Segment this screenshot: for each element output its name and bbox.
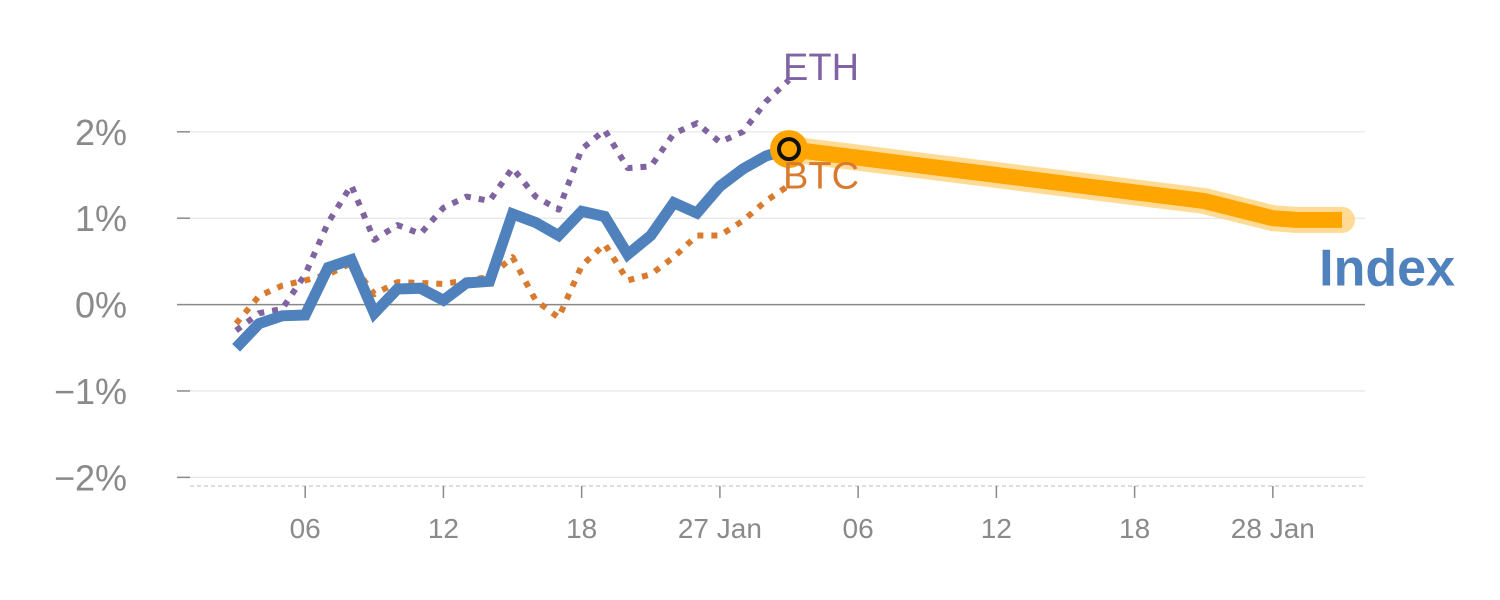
- current-point-outer: [770, 130, 809, 169]
- series-layer: [232, 77, 1355, 352]
- y-tick-label: −1%: [54, 371, 127, 412]
- x-tick-label: 06: [843, 513, 874, 544]
- series-line-eth: [234, 77, 792, 333]
- x-tick-label: 12: [428, 513, 459, 544]
- series-label-btc: BTC: [783, 155, 859, 197]
- series-line-btc: [233, 182, 791, 326]
- x-tick-label: 28 Jan: [1231, 513, 1315, 544]
- current-point-marker: [777, 137, 802, 162]
- y-tick-label: −2%: [54, 457, 127, 498]
- series-line-index: [232, 143, 791, 352]
- x-tick-label: 12: [981, 513, 1012, 544]
- y-tick-label: 0%: [75, 285, 127, 326]
- axis-layer: 2% 1% 0% −1% −2% 06 12 18 27 Jan 06 12 18 28 Jan: [54, 112, 1365, 544]
- label-layer: ETH BTC Index: [783, 47, 1455, 298]
- x-tick-label: 06: [290, 513, 321, 544]
- y-tick-label: 1%: [75, 198, 127, 239]
- x-tick-label: 27 Jan: [678, 513, 762, 544]
- series-label-eth: ETH: [783, 47, 859, 89]
- x-tick-label: 18: [1119, 513, 1150, 544]
- y-tick-label: 2%: [75, 112, 127, 153]
- forecast-line: [788, 141, 1342, 228]
- marker-layer: [770, 130, 809, 169]
- series-label-index: Index: [1319, 240, 1455, 298]
- x-tick-label: 18: [566, 513, 597, 544]
